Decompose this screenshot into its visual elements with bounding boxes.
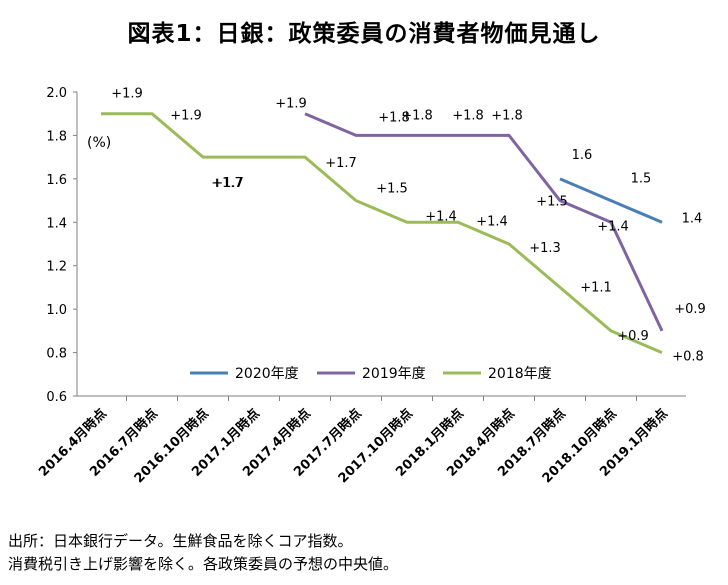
source-note-line-2: 消費税引き上げ影響を除く。各政策委員の予想の中央値。 [8, 555, 399, 573]
y-tick-label: 1.8 [46, 129, 67, 144]
legend-item: 2020年度 [190, 366, 299, 382]
series-line-1 [304, 112, 664, 332]
data-label: +1.7 [211, 176, 243, 191]
data-label: 1.4 [682, 211, 703, 226]
line-chart: 0.6 0.8 1.0 1.2 1.4 1.6 1.8 2.0 2016.4月時点2016.7… [35, 86, 706, 487]
y-tick-label: 0.8 [46, 347, 67, 362]
x-tick-labels: 2016.4月時点2016.7月時点2016.10月時点2017.1月時点201… [35, 406, 670, 487]
legend-item: 2019年度 [317, 366, 426, 382]
data-label: +1.9 [170, 109, 202, 124]
source-note-line-1: 出所：日本銀行データ。生鮮食品を除くコア指数。 [8, 532, 353, 550]
data-label: +1.5 [376, 182, 408, 197]
y-tick-label: 1.4 [46, 216, 67, 231]
data-label: +1.9 [275, 97, 307, 112]
unit-label: (%) [87, 135, 111, 151]
data-label: +1.9 [111, 87, 143, 102]
data-label: +1.4 [597, 219, 629, 234]
source-notes: 出所：日本銀行データ。生鮮食品を除くコア指数。 消費税引き上げ影響を除く。各政策… [8, 530, 398, 576]
data-label: +1.7 [325, 156, 357, 171]
data-label: +1.8 [452, 108, 484, 123]
data-label: +1.4 [425, 209, 457, 224]
y-tick-label: 0.6 [46, 390, 67, 405]
data-label: +1.1 [580, 280, 612, 295]
data-label: +1.8 [378, 110, 410, 125]
legend-label: 2019年度 [362, 366, 426, 382]
legend-item: 2018年度 [443, 366, 552, 382]
series-line-2 [101, 112, 663, 354]
data-label: +1.3 [529, 241, 561, 256]
data-label: +0.9 [617, 329, 649, 344]
data-label: 1.6 [572, 148, 593, 163]
legend: 2020年度 2019年度 2018年度 [190, 366, 552, 382]
data-label: +1.5 [536, 195, 568, 210]
data-label: +0.8 [672, 350, 704, 365]
y-tick-label: 1.2 [46, 260, 67, 275]
legend-label: 2020年度 [235, 366, 299, 382]
data-label: 1.5 [631, 172, 652, 187]
y-tick-label: 1.6 [46, 173, 67, 188]
legend-label: 2018年度 [488, 366, 552, 382]
y-tick-labels: 0.6 0.8 1.0 1.2 1.4 1.6 1.8 2.0 [46, 86, 67, 405]
axes [73, 91, 686, 401]
data-label: +1.8 [491, 108, 523, 123]
data-label: +0.9 [674, 302, 706, 317]
series-lines [101, 112, 664, 354]
y-tick-label: 1.0 [46, 303, 67, 318]
chart-title: 図表1：日銀：政策委員の消費者物価見通し [127, 21, 601, 47]
series-line-0 [559, 177, 663, 224]
data-label: +1.7 [212, 176, 244, 191]
data-label: +1.8 [401, 108, 433, 123]
y-tick-label: 2.0 [46, 86, 67, 101]
data-labels: 1.61.51.4+1.9+1.8+1.8 +1.8 +1.8+1.5+1.4+0.… [111, 87, 706, 365]
data-label: +1.4 [476, 214, 508, 229]
